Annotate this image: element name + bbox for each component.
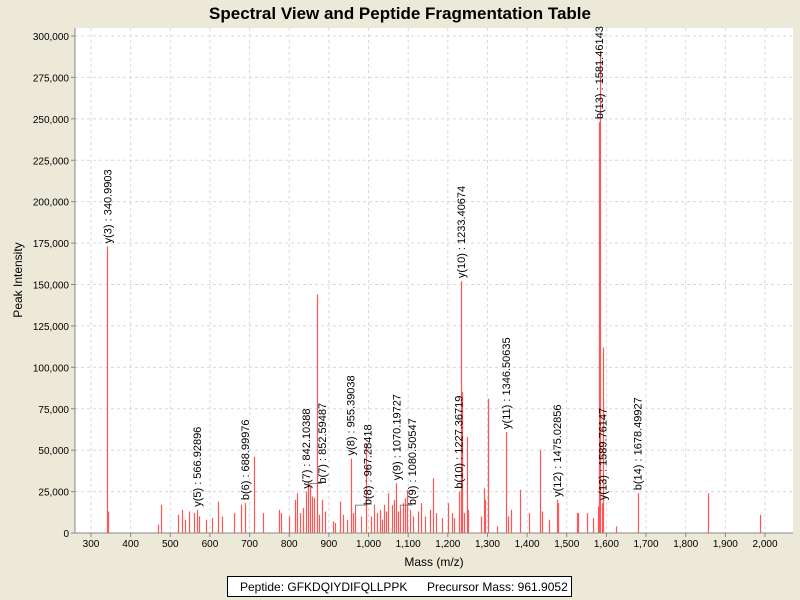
peak-annotation: b(8) : 967.28418 (362, 424, 374, 505)
y-tick-label: 75,000 (38, 405, 69, 416)
precursor-mass: Precursor Mass: 961.9052 (427, 580, 568, 594)
x-tick-label: 400 (122, 539, 139, 550)
x-tick-label: 500 (162, 539, 179, 550)
peak-annotation: y(13) : 1589.76147 (597, 408, 609, 500)
x-tick-label: 1,100 (396, 539, 421, 550)
peak-annotation: b(6) : 688.99976 (240, 419, 252, 500)
peptide-sequence: Peptide: GFKDQIYDIFQLLPPK (240, 580, 408, 594)
x-tick-label: 900 (321, 539, 338, 550)
x-tick-label: 1,600 (594, 539, 619, 550)
y-tick-label: 200,000 (33, 198, 70, 209)
peak-annotation: b(7) : 852.59487 (317, 403, 329, 484)
y-tick-label: 0 (63, 529, 69, 540)
peak-annotation: b(9) : 1080.50547 (407, 418, 419, 505)
x-tick-label: 600 (202, 539, 219, 550)
y-tick-label: 300,000 (33, 32, 70, 43)
x-tick-label: 800 (281, 539, 298, 550)
y-tick-label: 150,000 (33, 281, 70, 292)
x-tick-label: 700 (241, 539, 258, 550)
y-tick-label: 225,000 (33, 156, 70, 167)
peak-annotation: y(8) : 955.39038 (346, 375, 358, 455)
x-tick-label: 1,000 (356, 539, 381, 550)
y-axis-label: Peak Intensity (11, 242, 25, 317)
plot-area (75, 28, 793, 533)
y-tick-label: 50,000 (38, 446, 69, 457)
annotation-leaders (309, 483, 413, 509)
x-tick-label: 1,700 (634, 539, 659, 550)
x-axis-label: Mass (m/z) (404, 555, 463, 569)
x-tick-label: 1,400 (515, 539, 540, 550)
peak-annotation: b(13) : 1581.46143 (594, 26, 606, 119)
annotation-leader-line (309, 483, 322, 487)
y-tick-label: 275,000 (33, 73, 70, 84)
y-tick-label: 100,000 (33, 363, 70, 374)
peak-annotation: y(5) : 566.92896 (192, 427, 204, 507)
x-tick-label: 1,300 (475, 539, 500, 550)
peak-annotation: y(11) : 1346.50635 (501, 337, 513, 429)
peptide-legend: Peptide: GFKDQIYDIFQLLPPK Precursor Mass… (227, 576, 572, 597)
annotations: y(3) : 340.9903 y(5) : 566.92896 b(6) : 68… (102, 26, 644, 507)
y-tick-label: 25,000 (38, 488, 69, 499)
peak-annotation: y(9) : 1070.19727 (391, 394, 403, 480)
y-tick-label: 125,000 (33, 322, 70, 333)
x-tick-label: 1,500 (554, 539, 579, 550)
x-tick-label: 1,800 (673, 539, 698, 550)
peak-annotation: y(3) : 340.9903 (102, 169, 114, 243)
x-tick-label: 1,200 (435, 539, 460, 550)
x-ticks: 300 400 500 600 700 800 900 1,000 1,100 1,200 1,30… (83, 533, 778, 550)
y-tick-label: 175,000 (33, 239, 70, 250)
peak-annotation: b(10) : 1227.36719 (454, 396, 466, 489)
y-ticks: 0 25,000 50,000 75,000 100,000 125,000 150,000… (33, 32, 75, 540)
peak-annotation: b(14) : 1678.49927 (633, 397, 645, 490)
peak-annotation: y(10) : 1233.40674 (456, 186, 468, 278)
annotation-leader-line (355, 504, 368, 509)
peak-annotation: y(12) : 1475.02856 (552, 405, 564, 497)
peak-annotation: y(7) : 842.10388 (301, 408, 313, 488)
grid (75, 28, 793, 534)
x-tick-label: 1,900 (713, 539, 738, 550)
annotation-leader-line (399, 504, 413, 509)
chart-title: Spectral View and Peptide Fragmentation … (209, 4, 591, 23)
x-tick-label: 2,000 (752, 539, 777, 550)
peaks (106, 52, 762, 533)
y-tick-label: 250,000 (33, 115, 70, 126)
x-tick-label: 300 (83, 539, 100, 550)
